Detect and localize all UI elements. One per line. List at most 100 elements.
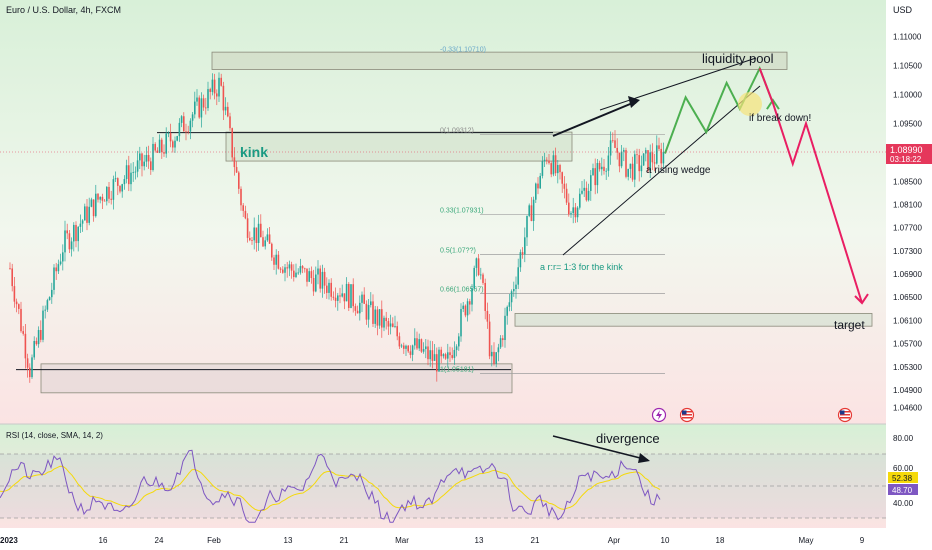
candle-body xyxy=(471,288,473,305)
candle-body xyxy=(554,155,557,174)
candle-body xyxy=(387,321,390,327)
symbol-title: Euro / U.S. Dollar, 4h, FXCM xyxy=(6,5,121,15)
time-tick: 13 xyxy=(284,536,293,545)
price-tick: 1.07700 xyxy=(893,224,922,233)
candle-body xyxy=(429,350,431,360)
candle-body xyxy=(623,150,625,152)
candle-body xyxy=(546,159,548,161)
candle-body xyxy=(389,323,392,327)
candle-body xyxy=(79,223,82,227)
candle-body xyxy=(299,266,302,273)
candle-body xyxy=(260,223,262,238)
candle-body xyxy=(174,140,176,148)
candle-body xyxy=(486,310,489,322)
time-tick: 10 xyxy=(661,536,670,545)
fib-label: 0.33(1.07931) xyxy=(440,207,484,214)
time-tick: Feb xyxy=(207,536,221,545)
candle-body xyxy=(374,309,376,324)
candle-body xyxy=(528,205,530,216)
projection-up-arrowhead xyxy=(766,98,780,110)
divergence-arrowhead xyxy=(638,453,650,463)
candle-body xyxy=(515,284,517,290)
candle-body xyxy=(297,272,299,274)
candle-body xyxy=(152,143,154,170)
candle-body xyxy=(585,187,588,201)
candle-body xyxy=(198,97,200,118)
candle-body xyxy=(304,268,306,270)
candle-body xyxy=(24,333,27,359)
candle-body xyxy=(475,258,478,268)
candle-body xyxy=(139,153,141,161)
candle-body xyxy=(449,352,451,356)
candle-body xyxy=(576,207,579,218)
candle-body xyxy=(482,274,484,283)
candle-body xyxy=(341,293,343,297)
candle-body xyxy=(508,302,511,307)
candle-body xyxy=(216,93,218,97)
candle-body xyxy=(519,252,522,268)
candle-body xyxy=(62,252,64,262)
candle-body xyxy=(222,85,225,111)
candle-body xyxy=(570,213,572,215)
candle-body xyxy=(629,163,632,169)
candle-body xyxy=(233,157,236,168)
candle-body xyxy=(662,151,665,164)
candle-body xyxy=(612,140,614,142)
candle-body xyxy=(31,357,33,378)
price-axis: 1.11000 1.10500 1.10000 1.09500 1.08500 1.081… xyxy=(893,32,922,412)
candle-body xyxy=(156,150,159,153)
zones-layer xyxy=(16,51,873,394)
candle-body xyxy=(315,274,317,292)
candle-body xyxy=(504,315,506,341)
candle-body xyxy=(176,136,178,141)
us-flag-icon[interactable] xyxy=(679,407,695,423)
candle-body xyxy=(557,165,559,174)
candle-body xyxy=(484,282,486,311)
candle-body xyxy=(158,139,161,153)
price-tick: 1.06500 xyxy=(893,293,922,302)
candle-body xyxy=(350,284,352,308)
candle-body xyxy=(288,264,291,269)
candle-body xyxy=(381,309,383,328)
candle-body xyxy=(163,152,165,154)
arrowhead xyxy=(628,96,640,108)
fib-label: 0.66(1.06567) xyxy=(440,286,484,293)
candle-body xyxy=(235,167,238,173)
candle-body xyxy=(583,187,585,191)
candle-body xyxy=(42,310,44,340)
candle-body xyxy=(581,190,583,194)
candle-body xyxy=(370,301,372,306)
candle-body xyxy=(442,354,445,357)
candle-body xyxy=(114,178,117,180)
candle-body xyxy=(625,150,627,177)
candle-body xyxy=(319,268,321,289)
price-pane-background xyxy=(0,0,886,424)
candle-body xyxy=(81,220,84,224)
liquidity-pool-label: liquidity pool xyxy=(702,51,774,66)
candle-body xyxy=(20,308,22,332)
candle-body xyxy=(447,352,449,359)
candle-body xyxy=(647,150,649,171)
candle-body xyxy=(205,107,207,109)
candle-body xyxy=(596,163,599,186)
lightning-icon[interactable] xyxy=(651,407,667,423)
candle-body xyxy=(363,294,365,304)
candle-body xyxy=(218,77,220,97)
candle-body xyxy=(601,166,603,170)
candle-body xyxy=(638,155,640,172)
price-tick: 1.06100 xyxy=(893,316,922,325)
candle-body xyxy=(95,193,97,217)
candle-body xyxy=(88,206,90,223)
candle-body xyxy=(68,233,71,250)
candle-body xyxy=(121,184,123,192)
candle-body xyxy=(9,268,11,270)
us-flag-icon[interactable] xyxy=(837,407,853,423)
candle-body xyxy=(200,98,203,118)
candle-body xyxy=(301,266,304,269)
candle-body xyxy=(167,133,170,134)
candle-body xyxy=(147,154,150,162)
candle-body xyxy=(295,272,297,278)
candle-body xyxy=(141,153,143,167)
candle-body xyxy=(590,175,592,191)
candle-body xyxy=(57,264,60,272)
